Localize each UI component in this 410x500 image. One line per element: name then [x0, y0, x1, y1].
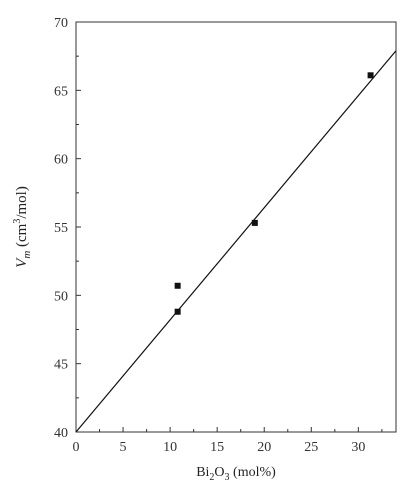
data-point — [174, 308, 181, 315]
y-tick-label: 70 — [54, 16, 68, 31]
data-point — [174, 282, 181, 289]
y-tick-label: 55 — [54, 221, 68, 236]
y-tick-label: 65 — [54, 84, 68, 99]
plot-frame — [75, 21, 397, 433]
x-tick-label: 30 — [351, 440, 365, 455]
x-tick-label: 25 — [304, 440, 318, 455]
x-tick-label: 5 — [120, 440, 127, 455]
y-axis-label: Vm (cm3/mol) — [12, 186, 33, 268]
x-axis-label: Bi2O3 (mol%) — [196, 465, 276, 483]
data-points — [174, 72, 374, 315]
x-tick-label: 0 — [73, 440, 80, 455]
x-axis-ticks: 0 5 10 15 20 25 30 — [73, 427, 383, 455]
data-point — [367, 72, 374, 79]
data-point — [251, 219, 258, 226]
x-tick-label: 20 — [257, 440, 271, 455]
y-tick-label: 60 — [54, 153, 68, 168]
y-axis-ticks: 40 45 50 55 60 65 70 — [54, 16, 81, 441]
x-tick-label: 10 — [163, 440, 177, 455]
x-tick-label: 15 — [210, 440, 224, 455]
y-tick-label: 50 — [54, 289, 68, 304]
y-tick-label: 40 — [54, 426, 68, 441]
fit-line — [75, 50, 397, 433]
y-tick-label: 45 — [54, 358, 68, 373]
